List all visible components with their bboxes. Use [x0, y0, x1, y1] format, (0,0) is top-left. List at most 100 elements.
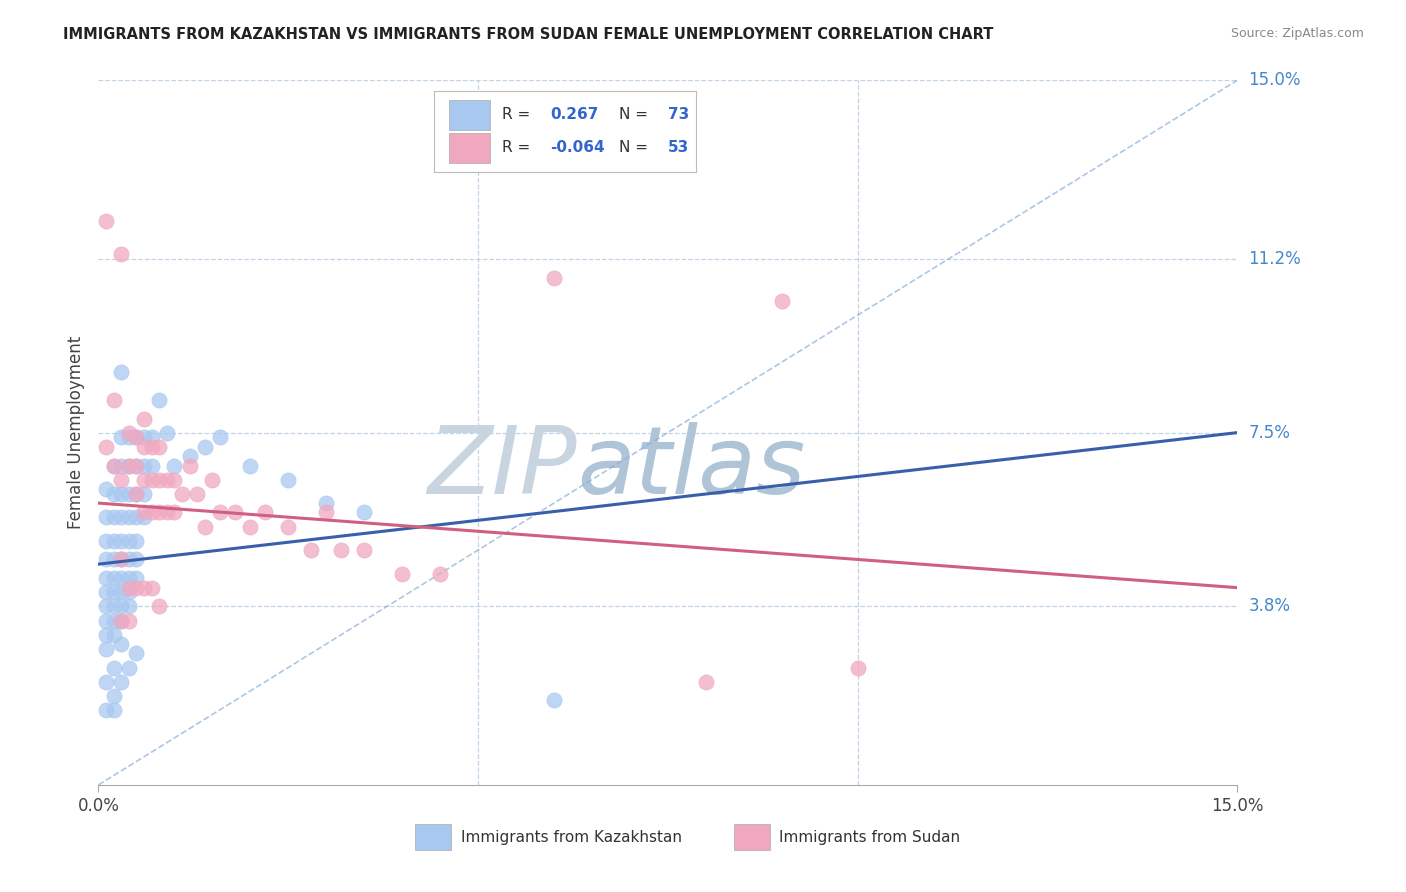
Text: IMMIGRANTS FROM KAZAKHSTAN VS IMMIGRANTS FROM SUDAN FEMALE UNEMPLOYMENT CORRELAT: IMMIGRANTS FROM KAZAKHSTAN VS IMMIGRANTS…: [63, 27, 994, 42]
Point: [103, 703, 125, 717]
Point: [141, 473, 163, 487]
Point: [148, 599, 170, 614]
Point: [141, 506, 163, 520]
Point: [163, 473, 186, 487]
Point: [163, 506, 186, 520]
Point: [94, 552, 117, 566]
Point: [103, 392, 125, 407]
Point: [132, 430, 155, 444]
Text: -0.064: -0.064: [551, 140, 605, 155]
Point: [125, 647, 148, 661]
Point: [118, 585, 141, 599]
Text: N =: N =: [619, 140, 648, 155]
Point: [110, 458, 132, 473]
Point: [94, 641, 117, 656]
Point: [94, 571, 117, 585]
Text: atlas: atlas: [576, 422, 806, 514]
Point: [299, 543, 322, 558]
Point: [94, 627, 117, 641]
Text: 0.267: 0.267: [551, 107, 599, 122]
Point: [94, 533, 117, 548]
Point: [94, 599, 117, 614]
Text: Immigrants from Sudan: Immigrants from Sudan: [779, 830, 960, 845]
Point: [94, 482, 117, 496]
Point: [118, 458, 141, 473]
Point: [110, 571, 132, 585]
Point: [110, 533, 132, 548]
Point: [148, 506, 170, 520]
Point: [148, 440, 170, 454]
Point: [543, 693, 565, 707]
Point: [315, 506, 337, 520]
Text: 15.0%: 15.0%: [1249, 71, 1301, 89]
Point: [194, 440, 217, 454]
Text: 53: 53: [668, 140, 689, 155]
Text: Source: ZipAtlas.com: Source: ZipAtlas.com: [1230, 27, 1364, 40]
Point: [315, 496, 337, 510]
Point: [103, 627, 125, 641]
Point: [103, 510, 125, 524]
Point: [125, 510, 148, 524]
Point: [132, 473, 155, 487]
FancyBboxPatch shape: [434, 91, 696, 172]
Text: R =: R =: [502, 140, 530, 155]
FancyBboxPatch shape: [734, 824, 770, 850]
Point: [186, 486, 208, 500]
Point: [110, 585, 132, 599]
Point: [94, 440, 117, 454]
Point: [695, 674, 717, 689]
Point: [94, 674, 117, 689]
Point: [201, 473, 224, 487]
Point: [103, 533, 125, 548]
Point: [103, 689, 125, 703]
Point: [103, 458, 125, 473]
Point: [156, 425, 179, 440]
Point: [110, 365, 132, 379]
Point: [103, 458, 125, 473]
Point: [239, 519, 262, 533]
Point: [132, 458, 155, 473]
Text: R =: R =: [502, 107, 530, 122]
Point: [118, 614, 141, 628]
Point: [118, 599, 141, 614]
Point: [148, 392, 170, 407]
Point: [141, 458, 163, 473]
Text: ZIP: ZIP: [427, 422, 576, 514]
Point: [118, 660, 141, 674]
Point: [125, 430, 148, 444]
Point: [156, 473, 179, 487]
Point: [125, 486, 148, 500]
Point: [110, 674, 132, 689]
Point: [179, 458, 201, 473]
Point: [277, 519, 299, 533]
Point: [208, 506, 231, 520]
FancyBboxPatch shape: [415, 824, 451, 850]
Text: 73: 73: [668, 107, 689, 122]
Point: [110, 552, 132, 566]
Point: [110, 247, 132, 261]
Point: [103, 599, 125, 614]
Text: 3.8%: 3.8%: [1249, 598, 1291, 615]
Point: [118, 533, 141, 548]
Point: [224, 506, 246, 520]
Point: [141, 430, 163, 444]
Point: [156, 506, 179, 520]
Point: [208, 430, 231, 444]
Text: 11.2%: 11.2%: [1249, 250, 1301, 268]
Point: [132, 411, 155, 425]
Point: [330, 543, 353, 558]
Y-axis label: Female Unemployment: Female Unemployment: [66, 336, 84, 529]
Point: [118, 510, 141, 524]
Point: [170, 486, 193, 500]
Point: [118, 486, 141, 500]
Point: [110, 552, 132, 566]
Point: [118, 552, 141, 566]
Point: [110, 486, 132, 500]
Point: [543, 270, 565, 285]
Point: [125, 533, 148, 548]
Point: [110, 473, 132, 487]
Point: [353, 543, 375, 558]
Point: [118, 430, 141, 444]
Point: [110, 430, 132, 444]
Point: [429, 566, 451, 581]
